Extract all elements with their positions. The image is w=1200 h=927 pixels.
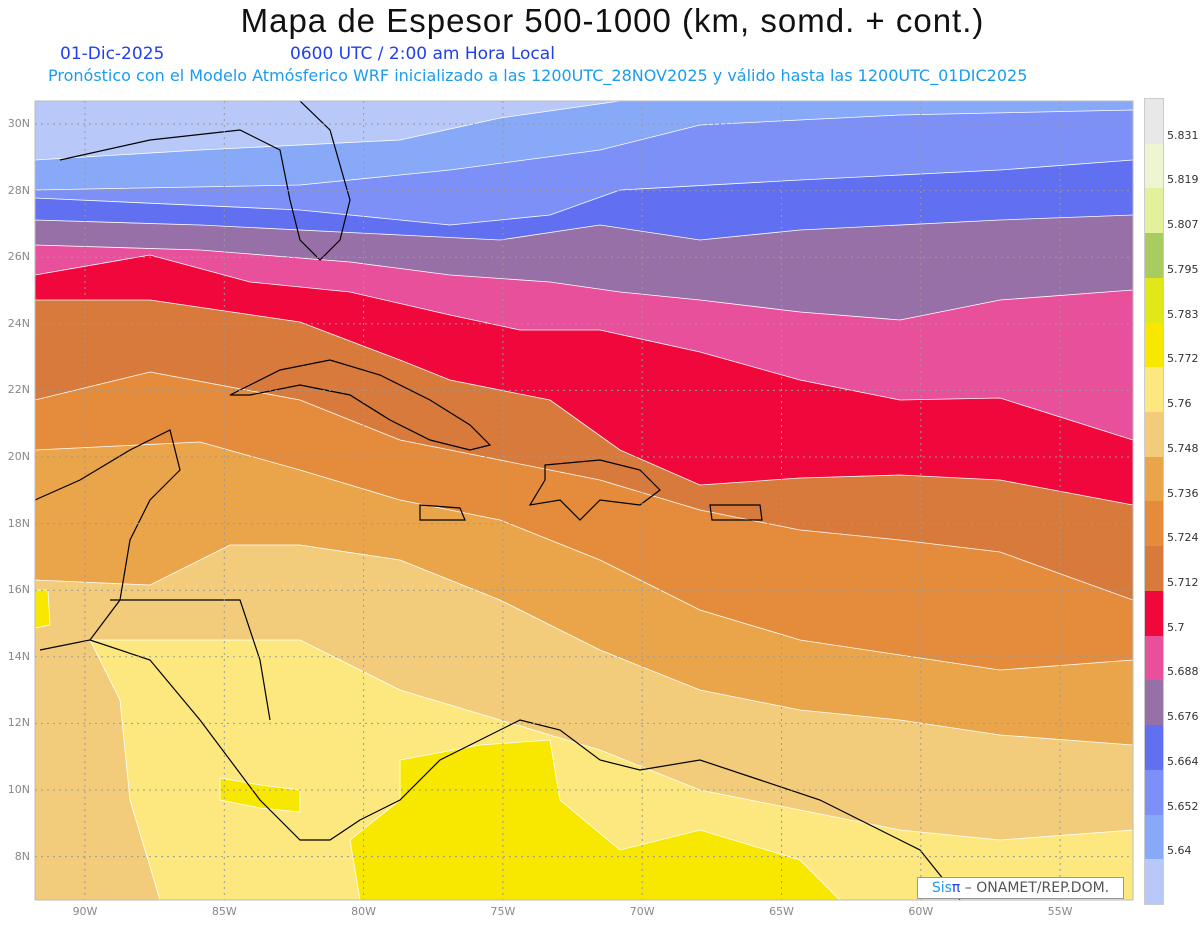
colorbar-swatch xyxy=(1145,322,1163,368)
band-5.76 xyxy=(89,639,1133,900)
colorbar-swatch xyxy=(1145,590,1163,636)
lat-label: 26N xyxy=(7,250,30,264)
map-title: Mapa de Espesor 500-1000 (km, somd. + co… xyxy=(240,2,985,39)
band-5.772-blob xyxy=(219,777,301,813)
lat-label: 28N xyxy=(7,183,30,197)
colorbar-swatch xyxy=(1145,277,1163,323)
lat-label: 14N xyxy=(7,649,30,663)
colorbar-swatch xyxy=(1145,367,1163,413)
colorbar-swatch xyxy=(1145,814,1163,860)
colorbar-label: 5.7 xyxy=(1167,620,1185,634)
colorbar-swatch xyxy=(1145,456,1163,502)
lat-label: 8N xyxy=(14,849,30,863)
coastline xyxy=(709,504,763,521)
colorbar-label: 5.76 xyxy=(1167,397,1192,411)
colorbar-swatch xyxy=(1145,546,1163,591)
lat-label: 22N xyxy=(7,383,30,397)
colorbar-swatch xyxy=(1145,501,1163,547)
colorbar-swatch xyxy=(1145,188,1163,234)
forecast-date: 01-Dic-2025 xyxy=(60,44,165,64)
lat-label: 12N xyxy=(7,716,30,730)
coastline xyxy=(419,504,466,521)
lat-label: 20N xyxy=(7,450,30,463)
band-5.772-blob-west xyxy=(35,589,51,629)
colorbar-swatch xyxy=(1145,635,1163,681)
colorbar-label: 5.676 xyxy=(1167,710,1199,724)
colorbar-label: 5.772 xyxy=(1167,352,1199,366)
coastline xyxy=(229,359,492,451)
lon-label: 55W xyxy=(1047,905,1073,918)
lon-label: 90W xyxy=(72,905,98,918)
forecast-subtitle: Pronóstico con el Modelo Atmósferico WRF… xyxy=(48,66,1028,85)
colorbar-swatch xyxy=(1145,143,1163,189)
credit-text: – ONAMET/REP.DOM. xyxy=(960,880,1110,896)
lon-label: 70W xyxy=(629,905,655,918)
colorbar-label: 5.831 xyxy=(1167,128,1199,142)
colorbar-swatch xyxy=(1145,859,1163,904)
coastline xyxy=(35,429,181,651)
coastline xyxy=(89,639,961,900)
colorbar-label: 5.688 xyxy=(1167,665,1199,679)
credit-pi: π xyxy=(951,880,961,896)
lat-label: 30N xyxy=(7,117,30,130)
lon-label: 80W xyxy=(351,905,377,918)
credit-sis: Sis xyxy=(931,880,952,896)
lat-label: 18N xyxy=(7,516,30,530)
lat-label: 10N xyxy=(7,783,30,796)
band-5.772 xyxy=(349,739,841,900)
colorbar-swatch xyxy=(1145,233,1163,278)
colorbar-label: 5.724 xyxy=(1167,531,1199,545)
colorbar-swatch xyxy=(1145,769,1163,815)
colorbar-swatch xyxy=(1145,725,1163,770)
colorbar-label: 5.783 xyxy=(1167,307,1199,321)
coastline xyxy=(59,101,351,261)
colorbar-label: 5.795 xyxy=(1167,262,1199,276)
colorbar-label: 5.652 xyxy=(1167,799,1199,813)
lon-label: 60W xyxy=(908,905,934,918)
colorbar-label: 5.712 xyxy=(1167,575,1199,589)
lat-label: 24N xyxy=(7,316,30,330)
coastline xyxy=(528,459,661,521)
colorbar-swatch xyxy=(1145,412,1163,457)
coastline xyxy=(110,599,271,721)
credit-box: Sisπ – ONAMET/REP.DOM. xyxy=(917,877,1124,899)
colorbar-label: 5.748 xyxy=(1167,441,1199,455)
colorbar xyxy=(1144,98,1164,905)
colorbar-label: 5.819 xyxy=(1167,173,1199,187)
colorbar-label: 5.807 xyxy=(1167,218,1199,232)
forecast-time: 0600 UTC / 2:00 am Hora Local xyxy=(290,44,555,64)
colorbar-label: 5.64 xyxy=(1167,844,1192,858)
colorbar-label: 5.736 xyxy=(1167,486,1199,500)
colorbar-swatch xyxy=(1145,680,1163,726)
lon-label: 75W xyxy=(490,905,516,918)
lon-label: 85W xyxy=(211,905,237,918)
lon-label: 65W xyxy=(769,905,794,918)
lat-label: 16N xyxy=(7,583,30,597)
colorbar-label: 5.664 xyxy=(1167,754,1199,768)
colorbar-swatch xyxy=(1145,99,1163,144)
